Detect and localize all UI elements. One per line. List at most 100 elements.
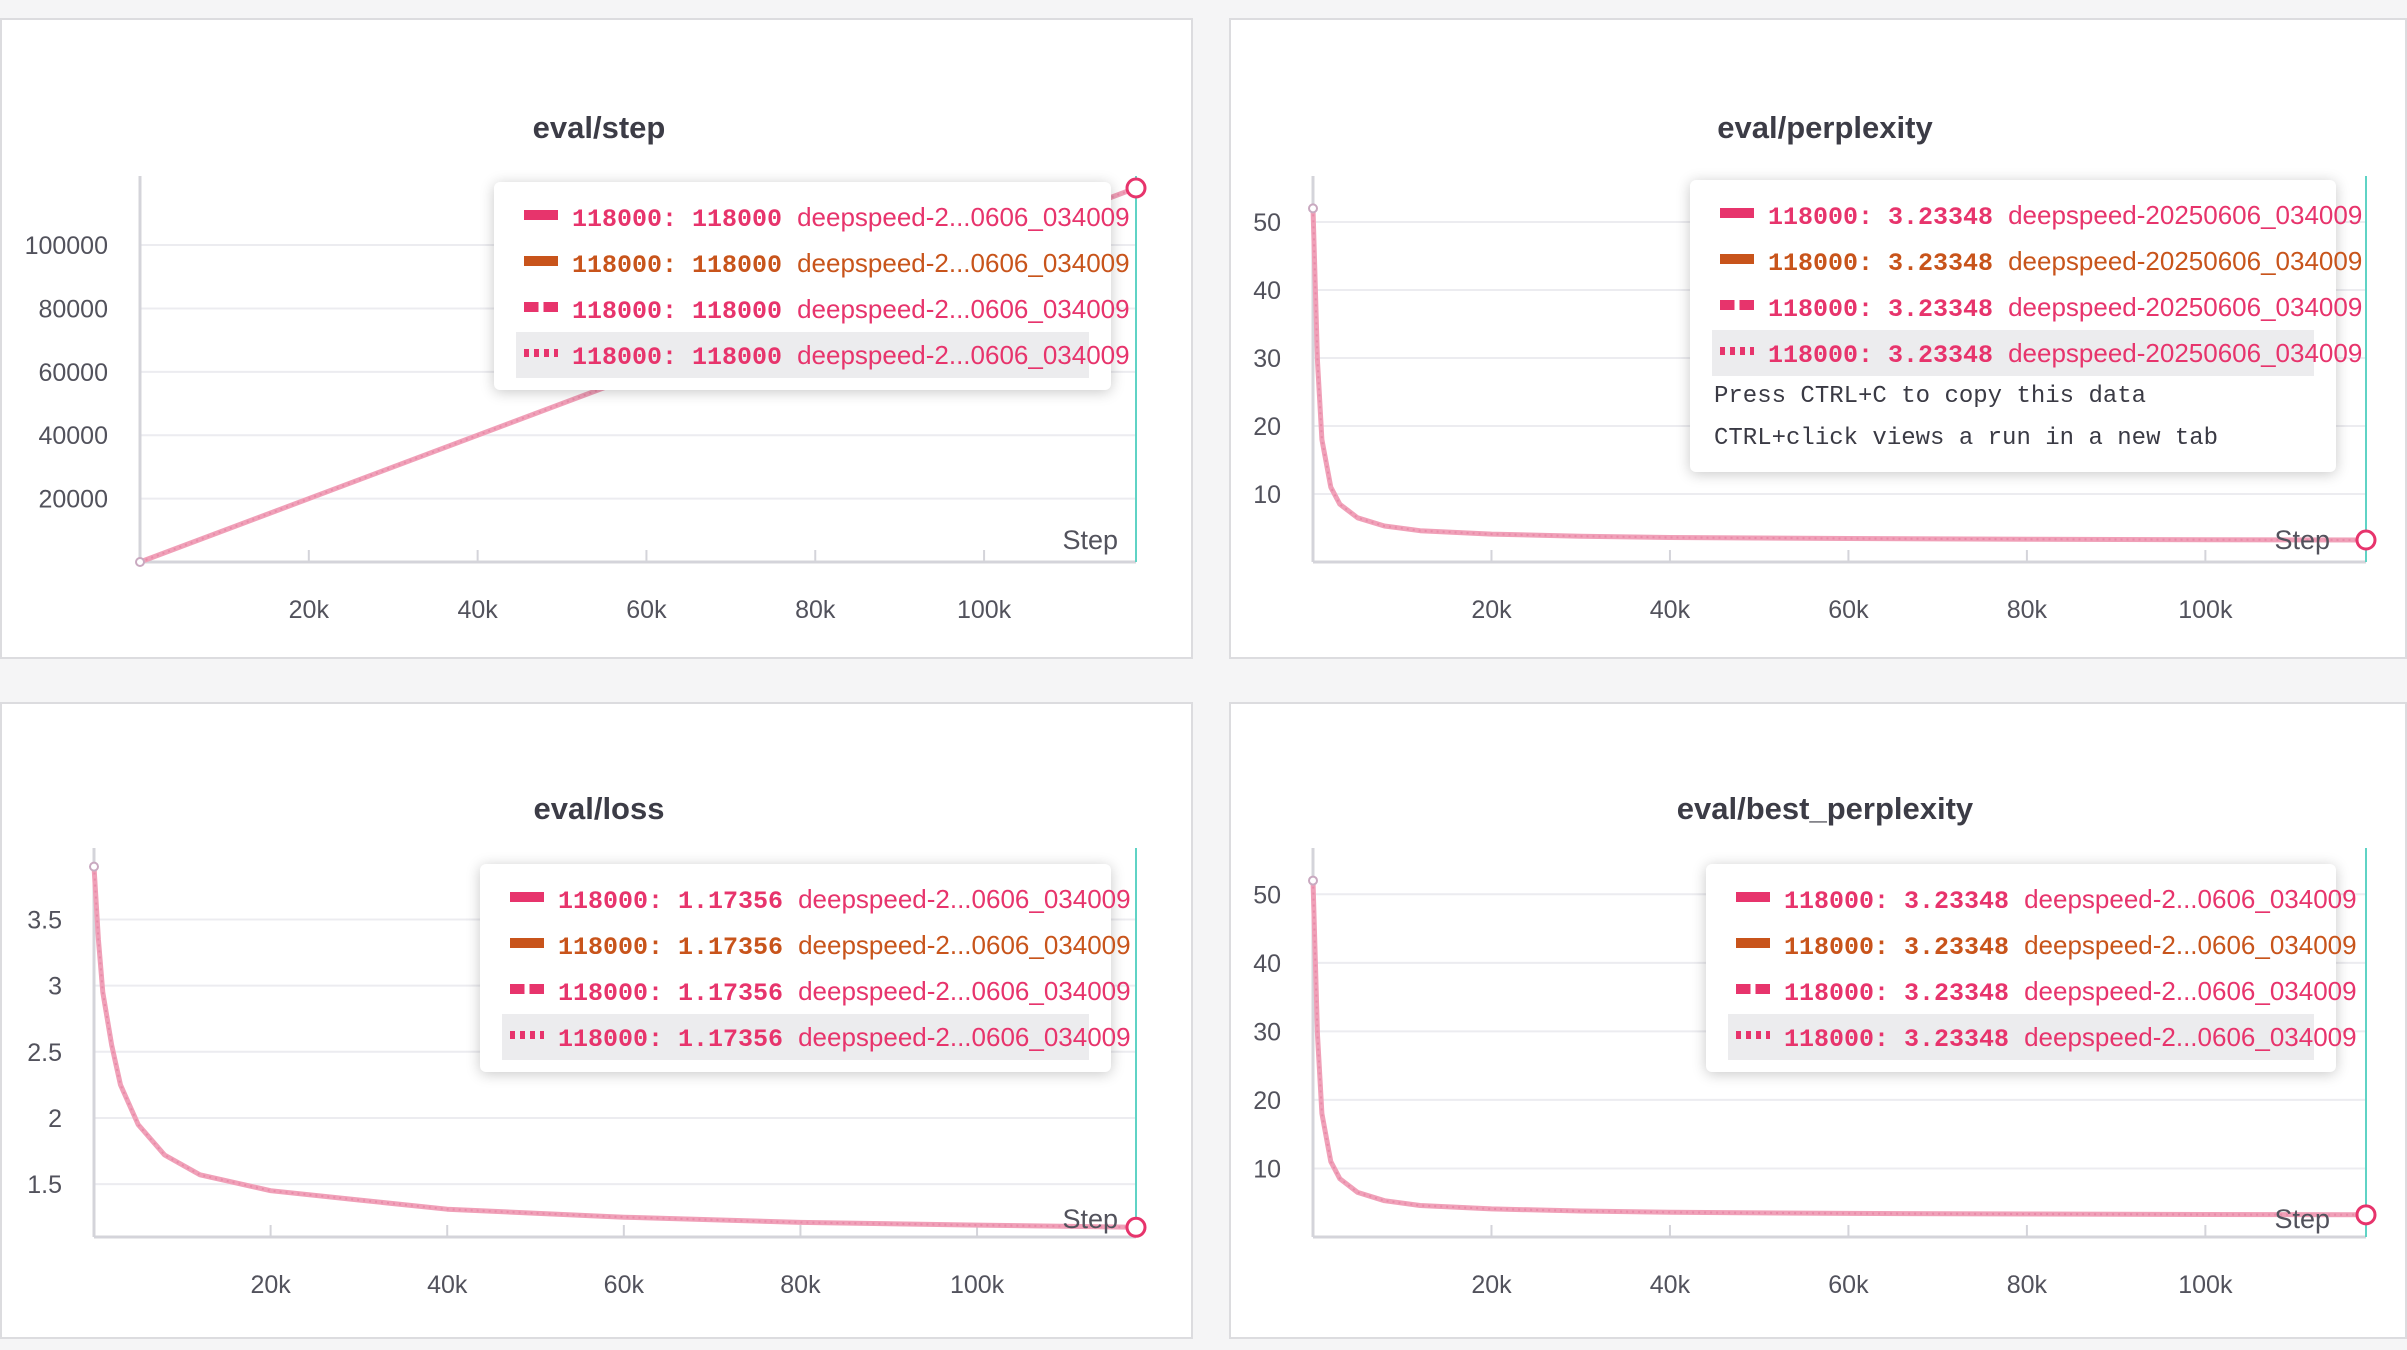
tooltip-row: 118000: 1.17356 deepspeed-2...0606_03400… <box>502 922 1131 968</box>
tooltip-run-name[interactable]: deepspeed-20250606_034009 <box>2008 338 2363 368</box>
series-line-dotted <box>1312 208 2367 541</box>
series-line[interactable] <box>1310 880 2367 1218</box>
tooltip-value: 3.23348 <box>1904 979 2025 1008</box>
tooltip-value: 118000 <box>692 297 798 326</box>
y-tick-label: 50 <box>1253 209 1281 237</box>
chart-title: eval/best_perplexity <box>1677 791 1974 826</box>
x-tick-label: 20k <box>250 1271 291 1299</box>
chart-tooltip: 118000: 3.23348 deepspeed-20250606_03400… <box>1690 180 2362 472</box>
chart-tooltip: 118000: 3.23348 deepspeed-2...0606_03400… <box>1706 864 2357 1072</box>
tooltip-row: 118000: 3.23348 deepspeed-20250606_03400… <box>1712 330 2362 376</box>
tooltip-run-name[interactable]: deepspeed-2...0606_034009 <box>798 884 1131 914</box>
y-tick-label: 2 <box>48 1105 62 1133</box>
tooltip-row: 118000: 118000 deepspeed-2...0606_034009 <box>516 286 1130 332</box>
tooltip-row: 118000: 3.23348 deepspeed-20250606_03400… <box>1712 284 2362 330</box>
tooltip-run-name[interactable]: deepspeed-2...0606_034009 <box>2024 930 2357 960</box>
y-tick-label: 20000 <box>38 486 108 514</box>
x-tick-label: 60k <box>1828 596 1869 624</box>
tooltip-step: 118000: <box>1768 249 1889 278</box>
chart-panel-eval-perplexity[interactable]: eval/perplexity 10 20 30 40 50 20k 40k 60k 80k 10… <box>1229 18 2407 659</box>
hover-point <box>2355 1204 2377 1226</box>
tooltip-run-name[interactable]: deepspeed-20250606_034009 <box>2008 292 2363 322</box>
series-swatch <box>510 938 544 949</box>
tooltip-step: 118000: <box>572 297 693 326</box>
tooltip-run-name[interactable]: deepspeed-2...0606_034009 <box>2024 1022 2357 1052</box>
tooltip-run-name[interactable]: deepspeed-20250606_034009 <box>2008 246 2363 276</box>
x-axis-label: Step <box>2274 1204 2330 1234</box>
tooltip-step: 118000: <box>572 251 693 280</box>
series-swatch <box>1720 208 1754 219</box>
series-swatch <box>510 892 544 903</box>
tooltip-step: 118000: <box>1768 295 1889 324</box>
tooltip-step: 118000: <box>558 933 679 962</box>
x-tick-label: 40k <box>1650 596 1691 624</box>
series-line-dotted <box>93 866 1137 1229</box>
chart-title: eval/loss <box>534 791 665 826</box>
tooltip-run-name[interactable]: deepspeed-2...0606_034009 <box>797 202 1130 232</box>
x-tick-label: 80k <box>780 1271 821 1299</box>
x-tick-label: 40k <box>457 596 498 624</box>
tooltip-value: 1.17356 <box>678 933 799 962</box>
chart-tooltip: 118000: 118000 deepspeed-2...0606_034009… <box>494 182 1130 390</box>
y-tick-label: 60000 <box>38 359 108 387</box>
chart-panel-eval-best-perplexity[interactable]: eval/best_perplexity 10 20 30 40 50 20k 40k 60k… <box>1229 702 2407 1339</box>
series-swatch <box>1736 984 1770 995</box>
y-tick-label: 10 <box>1253 1155 1281 1183</box>
tooltip-run-name[interactable]: deepspeed-2...0606_034009 <box>797 340 1130 370</box>
series-swatch <box>1736 1031 1770 1040</box>
series-swatch <box>524 349 558 358</box>
tooltip-value: 1.17356 <box>678 979 799 1008</box>
y-tick-label: 100000 <box>25 232 108 260</box>
y-tick-label: 30 <box>1253 345 1281 373</box>
tooltip-row: 118000: 1.17356 deepspeed-2...0606_03400… <box>502 968 1131 1014</box>
y-tick-label: 40 <box>1253 277 1281 305</box>
tooltip-run-name[interactable]: deepspeed-2...0606_034009 <box>798 930 1131 960</box>
tooltip-run-name[interactable]: deepspeed-2...0606_034009 <box>798 976 1131 1006</box>
tooltip-step: 118000: <box>558 1025 679 1054</box>
tooltip-run-name[interactable]: deepspeed-2...0606_034009 <box>797 248 1130 278</box>
x-tick-label: 80k <box>2007 596 2048 624</box>
series-swatch <box>510 1031 544 1040</box>
tooltip-row: 118000: 3.23348 deepspeed-2...0606_03400… <box>1728 968 2357 1014</box>
y-tick-label: 40000 <box>38 422 108 450</box>
x-tick-label: 80k <box>795 596 836 624</box>
series-swatch <box>510 984 544 995</box>
chart-tooltip: 118000: 1.17356 deepspeed-2...0606_03400… <box>480 864 1131 1072</box>
start-point <box>1308 203 1318 214</box>
series-swatch <box>1720 347 1754 356</box>
tooltip-value: 3.23348 <box>1888 341 2009 370</box>
series-swatch <box>524 210 558 221</box>
x-tick-label: 100k <box>2178 1271 2233 1299</box>
tooltip-row: 118000: 118000 deepspeed-2...0606_034009 <box>516 240 1130 286</box>
tooltip-step: 118000: <box>1768 341 1889 370</box>
tooltip-value: 1.17356 <box>678 887 799 916</box>
hover-point <box>2355 529 2377 551</box>
tooltip-value: 3.23348 <box>1904 1025 2025 1054</box>
new-tab-hint: CTRL+click views a run in a new tab <box>1714 425 2219 452</box>
series-swatch <box>1720 300 1754 311</box>
tooltip-run-name[interactable]: deepspeed-2...0606_034009 <box>797 294 1130 324</box>
y-tick-label: 3 <box>48 973 62 1001</box>
tooltip-run-name[interactable]: deepspeed-20250606_034009 <box>2008 200 2363 230</box>
tooltip-run-name[interactable]: deepspeed-2...0606_034009 <box>2024 884 2357 914</box>
series-swatch <box>1720 254 1754 265</box>
tooltip-run-name[interactable]: deepspeed-2...0606_034009 <box>2024 976 2357 1006</box>
tooltip-value: 118000 <box>692 251 798 280</box>
tooltip-run-name[interactable]: deepspeed-2...0606_034009 <box>798 1022 1131 1052</box>
tooltip-value: 3.23348 <box>1904 887 2025 916</box>
start-point <box>1308 875 1318 886</box>
chart-svg[interactable]: eval/perplexity 10 20 30 40 50 20k 40k 60k 80k 10… <box>1231 20 2407 661</box>
y-tick-label: 50 <box>1253 881 1281 909</box>
y-tick-label: 30 <box>1253 1018 1281 1046</box>
tooltip-step: 118000: <box>1768 203 1889 232</box>
x-tick-label: 40k <box>427 1271 468 1299</box>
tooltip-row: 118000: 3.23348 deepspeed-20250606_03400… <box>1712 238 2362 284</box>
y-tick-label: 10 <box>1253 481 1281 509</box>
chart-panel-eval-loss[interactable]: eval/loss 1.5 2 2.5 3 3.5 20k 40k 60k 80k 100k St… <box>0 702 1193 1339</box>
copy-hint: Press CTRL+C to copy this data <box>1714 383 2147 410</box>
tooltip-row: 118000: 1.17356 deepspeed-2...0606_03400… <box>502 1014 1131 1060</box>
chart-panel-eval-step[interactable]: eval/step 20000 40000 60000 80000 100000 20k 4… <box>0 18 1193 659</box>
tooltip-row: 118000: 3.23348 deepspeed-2...0606_03400… <box>1728 876 2357 922</box>
y-tick-label: 1.5 <box>27 1171 62 1199</box>
series-swatch <box>524 256 558 267</box>
